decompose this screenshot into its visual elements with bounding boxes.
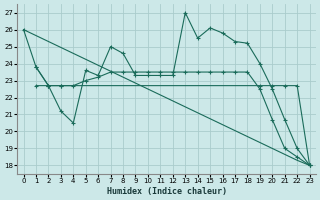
X-axis label: Humidex (Indice chaleur): Humidex (Indice chaleur) — [107, 187, 227, 196]
